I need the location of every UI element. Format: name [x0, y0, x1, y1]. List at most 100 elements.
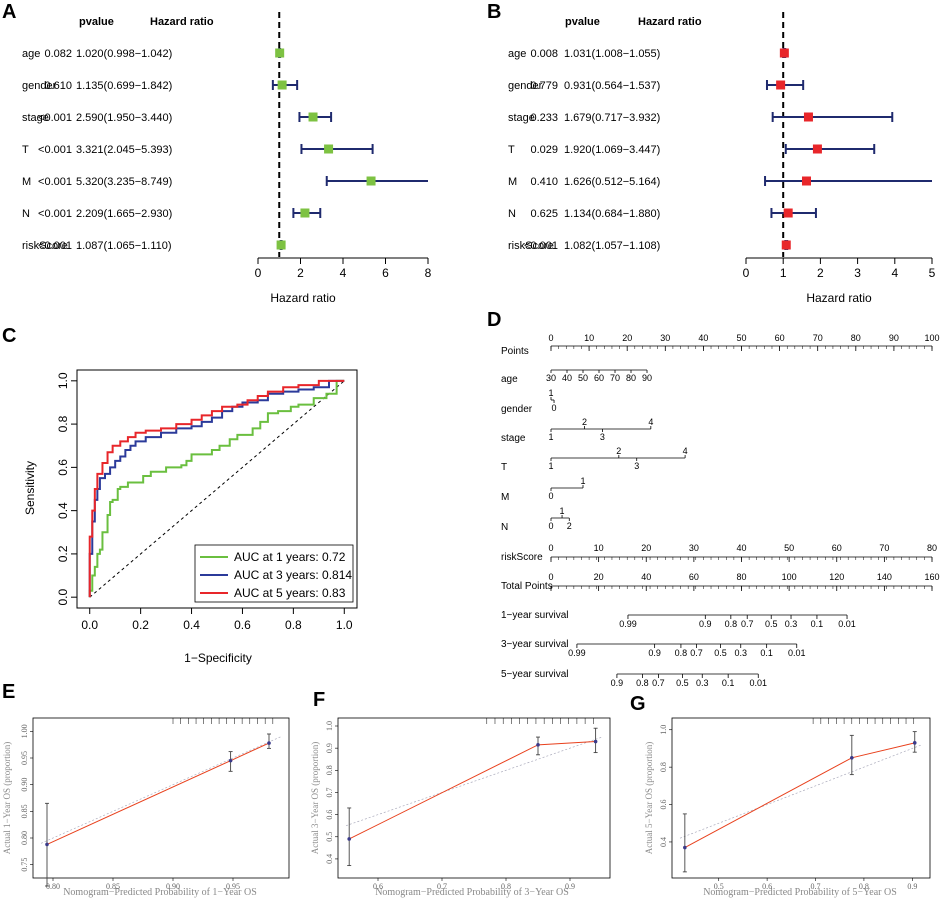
forest-a-header-pvalue: pvalue: [79, 16, 114, 28]
nomo-label: 30: [546, 373, 556, 383]
calibration-5-year: Nomogram−Predicted Probability of 5−Year…: [644, 718, 930, 898]
cal-x-tick-label: 0.8: [501, 882, 511, 891]
roc-y-tick-label: 0.4: [56, 502, 70, 519]
nomo-label: 1: [548, 432, 553, 442]
cal-x-tick-label: 0.95: [226, 882, 240, 891]
hr-marker-M: [802, 177, 811, 186]
nomo-label: 3: [634, 461, 639, 471]
nomo-label: 4: [648, 417, 653, 427]
forest-b-xlabel: Hazard ratio: [806, 291, 872, 305]
nomo-label: 0.9: [699, 619, 712, 629]
cal-x-tick-label: 0.90: [166, 882, 180, 891]
roc-x-tick-label: 0.6: [234, 618, 251, 632]
cal-g-frame: [672, 718, 930, 878]
x-tick-label: 2: [817, 266, 824, 280]
cal-ideal-line: [41, 737, 281, 844]
cal-point: [683, 846, 687, 850]
roc-y-tick-label: 0.2: [56, 545, 70, 562]
nomo-row-name-3: stage: [501, 433, 526, 444]
forest-plot-univariate: pvalue Hazard ratio Hazard ratio age 0.08…: [22, 12, 432, 305]
nomo-label: 2: [616, 446, 621, 456]
nomo-label: 40: [736, 543, 746, 553]
cal-y-tick-label: 0.8: [659, 762, 668, 772]
panel-label-e: E: [2, 681, 15, 703]
nomo-row-name-2: gender: [501, 404, 533, 415]
nomo-label: 70: [879, 543, 889, 553]
cal-y-tick-label: 0.85: [20, 804, 29, 818]
nomo-label: 0: [548, 543, 553, 553]
panel-label-g: G: [630, 693, 646, 715]
row-hr-T: 3.321(2.045−5.393): [76, 144, 172, 156]
nomo-label: 0.5: [765, 619, 778, 629]
nomo-label: 0.8: [725, 619, 738, 629]
nomo-label: 160: [924, 572, 939, 582]
cal-y-tick-label: 0.5: [325, 832, 334, 842]
nomo-label: 0: [548, 333, 553, 343]
nomo-label: 100: [782, 572, 797, 582]
roc-legend-label-3: AUC at 5 years: 0.83: [234, 586, 346, 600]
nomogram: Points0 10 20 30 40 50 60 70 80 90 100age 30 40 50 60 7…: [501, 333, 940, 688]
nomo-label: 30: [689, 543, 699, 553]
nomo-label: 40: [562, 373, 572, 383]
row-hr-M: 5.320(3.235−8.749): [76, 176, 172, 188]
nomo-label: 1: [548, 461, 553, 471]
row-name-T: T: [22, 144, 29, 156]
nomo-row-name-9: 1−year survival: [501, 610, 569, 621]
forest-b-header-pvalue: pvalue: [565, 16, 600, 28]
hr-marker-riskScore: [277, 241, 286, 250]
row-hr-stage: 2.590(1.950−3.440): [76, 112, 172, 124]
roc-y-tick-label: 1.0: [56, 372, 70, 389]
cal-point: [850, 756, 854, 760]
row-name-M: M: [508, 176, 517, 188]
nomo-label: 0.7: [652, 678, 665, 688]
nomo-label: 0.9: [611, 678, 624, 688]
row-pvalue-gender: 0.779: [530, 80, 558, 92]
cal-x-tick-label: 0.9: [565, 882, 575, 891]
nomo-label: 0.1: [722, 678, 735, 688]
roc-ylabel: Sensitivity: [23, 461, 37, 515]
nomo-label: 0.01: [838, 619, 856, 629]
nomo-label: 0: [552, 403, 557, 413]
cal-point: [267, 741, 271, 745]
nomo-label: 0.7: [741, 619, 754, 629]
nomo-label: 0.3: [734, 648, 747, 658]
x-tick-label: 3: [854, 266, 861, 280]
row-pvalue-stage: 0.233: [530, 112, 558, 124]
hr-marker-T: [324, 145, 333, 154]
figure: A B C D E F G pvalue Hazard ratio Hazard…: [0, 0, 941, 901]
row-hr-riskScore: 1.087(1.065−1.110): [76, 240, 172, 252]
hr-marker-gender: [776, 81, 785, 90]
nomo-label: 10: [584, 333, 594, 343]
cal-y-tick-label: 0.7: [325, 787, 334, 797]
row-pvalue-riskScore: <0.001: [524, 240, 558, 252]
nomo-label: 80: [626, 373, 636, 383]
roc-x-tick-label: 0.8: [285, 618, 302, 632]
row-hr-riskScore: 1.082(1.057−1.108): [564, 240, 660, 252]
nomo-label: 0.7: [690, 648, 703, 658]
row-pvalue-age: 0.082: [44, 48, 72, 60]
row-pvalue-T: <0.001: [38, 144, 72, 156]
x-tick-label: 0: [743, 266, 750, 280]
cal-y-tick-label: 0.90: [20, 778, 29, 792]
nomo-row-name-7: riskScore: [501, 552, 543, 563]
x-tick-label: 8: [425, 266, 432, 280]
nomo-label: 20: [641, 543, 651, 553]
cal-y-tick-label: 0.6: [325, 810, 334, 820]
roc-x-tick-label: 1.0: [336, 618, 353, 632]
nomo-label: 0: [548, 491, 553, 501]
x-tick-label: 4: [340, 266, 347, 280]
nomo-row-name-0: Points: [501, 346, 529, 357]
cal-point: [594, 740, 598, 744]
roc-y-tick-label: 0.6: [56, 459, 70, 476]
nomo-label: 120: [829, 572, 844, 582]
nomo-label: 0.01: [788, 648, 806, 658]
row-hr-age: 1.031(1.008−1.055): [564, 48, 660, 60]
nomo-label: 0.3: [696, 678, 709, 688]
row-hr-M: 1.626(0.512−5.164): [564, 176, 660, 188]
nomo-label: 0.99: [568, 648, 586, 658]
nomo-label: 50: [736, 333, 746, 343]
nomo-label: 40: [698, 333, 708, 343]
row-pvalue-M: <0.001: [38, 176, 72, 188]
nomo-label: 0.1: [811, 619, 824, 629]
panel-label-f: F: [313, 689, 325, 711]
